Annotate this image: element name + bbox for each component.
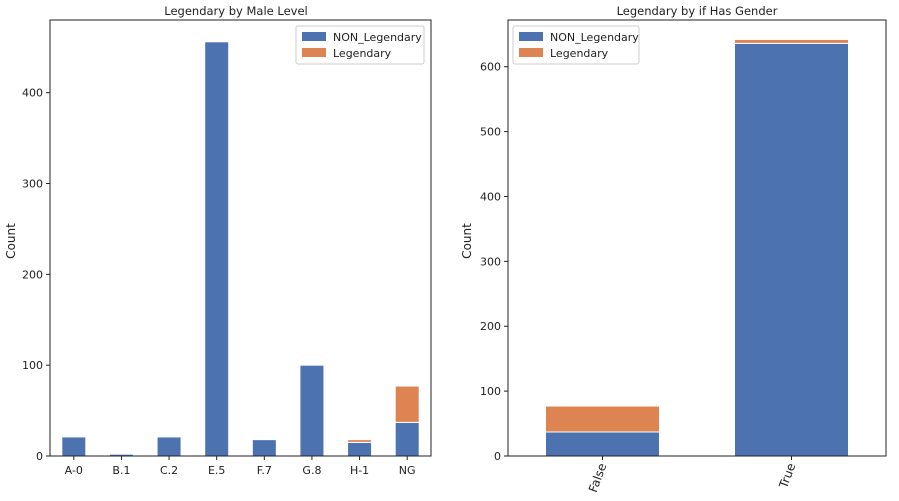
bar-non-legendary-2 — [156, 436, 182, 457]
y-tick-label: 200 — [480, 320, 501, 333]
y-tick-label: 100 — [480, 385, 501, 398]
y-tick-label: 400 — [22, 87, 43, 100]
legend-swatch-non-legendary — [519, 32, 543, 41]
chart-title: Legendary by if Has Gender — [617, 4, 778, 18]
bar-legendary-6 — [347, 439, 373, 443]
x-tick-label: G.8 — [302, 464, 321, 477]
x-tick-label: NG — [399, 464, 416, 477]
x-tick-label: B.1 — [112, 464, 130, 477]
axes-frame — [507, 19, 887, 457]
bar-non-legendary-0 — [545, 431, 660, 457]
y-tick-label: 400 — [480, 190, 501, 203]
legend-box — [295, 25, 425, 65]
legend: NON_Legendary Legendary — [295, 25, 425, 65]
legend-label-legendary: Legendary — [333, 47, 392, 60]
y-axis-label: Count — [460, 223, 474, 259]
legend-swatch-non-legendary — [302, 32, 326, 41]
y-tick-label: 500 — [480, 126, 501, 139]
bar-legendary-1 — [734, 38, 849, 44]
chart-has-gender: Legendary by if Has Gender Count 0 100 200… — [460, 4, 887, 494]
plot-area: 0 100 200 300 400 A-0 B.1 C.2 E.5 F.7 G.8 H-1 NG — [22, 41, 420, 477]
y-tick-label: 300 — [480, 255, 501, 268]
y-tick-label: 200 — [22, 268, 43, 281]
bar-non-legendary-6 — [347, 441, 373, 457]
legend-label-non-legendary: NON_Legendary — [333, 31, 422, 44]
bar-non-legendary-1 — [734, 42, 849, 457]
x-tick-label: E.5 — [208, 464, 225, 477]
legend-label-legendary: Legendary — [550, 47, 609, 60]
chart-title: Legendary by Male Level — [164, 4, 308, 18]
x-tick-label: C.2 — [160, 464, 178, 477]
legend-swatch-legendary — [519, 48, 543, 57]
bar-non-legendary-7 — [394, 421, 420, 457]
bar-non-legendary-3 — [204, 41, 230, 457]
x-tick-label: H-1 — [350, 464, 369, 477]
y-tick-label: 0 — [36, 450, 43, 463]
y-axis-label: Count — [4, 223, 18, 259]
legend-swatch-legendary — [302, 48, 326, 57]
chart-male-level: Legendary by Male Level Count 0 100 200 300… — [4, 4, 432, 477]
y-tick-label: 600 — [480, 61, 501, 74]
y-tick-label: 300 — [22, 178, 43, 191]
legend: NON_Legendary Legendary — [512, 25, 640, 65]
bar-non-legendary-5 — [299, 364, 325, 457]
legend-box — [512, 25, 640, 65]
x-tick-label: False — [586, 461, 609, 494]
y-tick-label: 0 — [494, 450, 501, 463]
plot-area: 0 100 200 300 400 500 600 False True — [480, 38, 849, 494]
bar-non-legendary-4 — [251, 439, 277, 457]
axes-frame — [49, 19, 432, 457]
x-tick-label: A-0 — [65, 464, 83, 477]
x-tick-label: True — [776, 461, 798, 491]
bar-legendary-0 — [545, 405, 660, 433]
y-tick-label: 100 — [22, 359, 43, 372]
legend-label-non-legendary: NON_Legendary — [550, 31, 639, 44]
bar-legendary-7 — [394, 385, 420, 423]
x-tick-label: F.7 — [257, 464, 272, 477]
bar-non-legendary-0 — [61, 436, 87, 457]
